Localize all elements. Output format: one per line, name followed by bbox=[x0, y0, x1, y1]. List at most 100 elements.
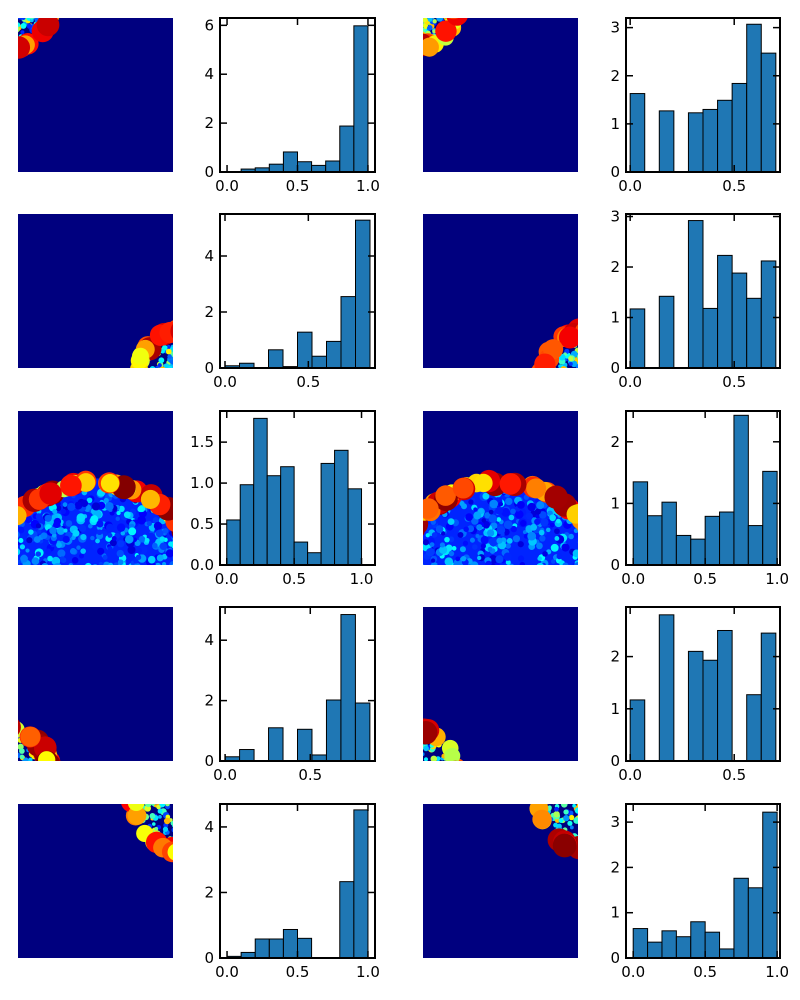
histogram-bar bbox=[647, 941, 663, 959]
heatmap-image bbox=[423, 18, 578, 172]
histogram-bar bbox=[746, 297, 762, 369]
histogram: 0.0 0.5 1.0 0 1 2 bbox=[610, 410, 789, 588]
histogram-bar bbox=[293, 541, 309, 566]
y-tick-label: 1 bbox=[610, 115, 620, 133]
histogram-bar bbox=[733, 877, 749, 959]
histogram-bar bbox=[717, 254, 733, 369]
histogram-bar bbox=[354, 702, 371, 762]
y-tick-label: 6 bbox=[204, 16, 214, 34]
histogram: 0.0 0.5 1.0 0 2 4 6 bbox=[204, 16, 379, 195]
histogram-bar bbox=[760, 52, 777, 173]
histogram-bar bbox=[297, 331, 313, 369]
y-tick-label: 0.5 bbox=[190, 515, 214, 533]
histogram-bar bbox=[731, 82, 748, 173]
y-tick-label: 2 bbox=[610, 433, 620, 451]
histogram-bar bbox=[746, 23, 762, 173]
y-tick-label: 2 bbox=[204, 692, 214, 710]
histogram: 0.0 0.5 0 2 4 bbox=[204, 606, 376, 784]
histogram-bar bbox=[658, 614, 675, 762]
histogram: 0.0 0.5 0 1 2 bbox=[610, 606, 781, 784]
histogram-bar bbox=[226, 519, 241, 566]
x-tick-label: 0.0 bbox=[215, 963, 239, 981]
histogram-bar bbox=[661, 930, 677, 959]
y-tick-label: 0 bbox=[610, 752, 620, 770]
histogram-bar bbox=[675, 936, 692, 959]
histogram-bar bbox=[311, 355, 327, 369]
heatmap-background bbox=[18, 18, 173, 172]
x-tick-label: 0.5 bbox=[722, 177, 746, 195]
y-tick-label: 3 bbox=[610, 208, 620, 226]
histogram-bar bbox=[239, 484, 255, 566]
y-tick-label: 4 bbox=[204, 247, 214, 265]
y-tick-label: 2 bbox=[610, 258, 620, 276]
histogram: 0.0 0.5 0 1 2 3 bbox=[610, 208, 781, 391]
axes-frame bbox=[625, 213, 781, 369]
histogram: 0.0 0.5 1.0 0 2 4 bbox=[204, 803, 380, 981]
histogram-bar bbox=[704, 515, 721, 566]
axes-frame bbox=[625, 803, 781, 959]
x-tick-label: 1.0 bbox=[765, 570, 789, 588]
y-tick-label: 1 bbox=[610, 700, 620, 718]
histogram-bar bbox=[280, 466, 295, 566]
x-tick-label: 0.5 bbox=[722, 373, 746, 391]
histogram-bar bbox=[340, 296, 356, 369]
x-tick-label: 0.0 bbox=[215, 570, 239, 588]
x-tick-label: 0.5 bbox=[286, 963, 310, 981]
histogram-bar bbox=[762, 470, 778, 566]
y-tick-label: 2 bbox=[610, 67, 620, 85]
x-tick-label: 1.0 bbox=[765, 963, 789, 981]
histogram-bar bbox=[268, 349, 284, 369]
x-tick-label: 0.5 bbox=[693, 963, 717, 981]
y-tick-label: 1.0 bbox=[190, 474, 214, 492]
y-tick-label: 0 bbox=[610, 949, 620, 967]
heatmap-background bbox=[423, 804, 578, 958]
histogram-bar bbox=[297, 161, 313, 173]
y-tick-label: 3 bbox=[610, 813, 620, 831]
x-tick-label: 0.0 bbox=[621, 963, 645, 981]
histogram-bar bbox=[326, 340, 342, 369]
histogram-bar bbox=[719, 511, 735, 566]
y-tick-label: 1 bbox=[610, 494, 620, 512]
heatmap-image bbox=[423, 804, 578, 958]
histogram-bar bbox=[268, 727, 284, 762]
histogram-bar bbox=[307, 552, 322, 566]
histogram-bar bbox=[702, 659, 719, 762]
x-tick-label: 0.0 bbox=[618, 177, 642, 195]
histogram-bar bbox=[340, 614, 356, 762]
heatmap-image bbox=[18, 804, 173, 958]
histogram-bar bbox=[661, 501, 677, 566]
axes-frame bbox=[219, 410, 376, 566]
histogram-bar bbox=[353, 809, 369, 959]
histogram-bar bbox=[266, 475, 282, 566]
x-tick-label: 0.0 bbox=[213, 766, 237, 784]
y-tick-label: 2 bbox=[204, 114, 214, 132]
histogram-bar bbox=[690, 538, 706, 566]
x-tick-label: 0.0 bbox=[621, 570, 645, 588]
histogram-bar bbox=[297, 937, 313, 959]
histogram: 0.0 0.5 0 2 4 bbox=[204, 213, 376, 391]
axes-frame bbox=[625, 17, 781, 173]
histogram-bar bbox=[353, 25, 369, 173]
x-tick-label: 0.5 bbox=[286, 177, 310, 195]
histogram-bar bbox=[339, 881, 355, 959]
histogram-bar bbox=[632, 928, 649, 959]
heatmap-background bbox=[423, 607, 578, 761]
histogram-bar bbox=[747, 887, 764, 959]
y-tick-label: 3 bbox=[610, 19, 620, 37]
histogram: 0.0 0.5 0 1 2 3 bbox=[610, 17, 781, 195]
y-tick-label: 0 bbox=[204, 949, 214, 967]
x-tick-label: 0.0 bbox=[618, 373, 642, 391]
histogram-bar bbox=[325, 699, 342, 762]
y-tick-label: 1.5 bbox=[190, 433, 214, 451]
histogram-bar bbox=[702, 307, 719, 369]
histogram-bar bbox=[747, 525, 764, 566]
histogram-bar bbox=[658, 110, 675, 173]
axes-frame bbox=[625, 410, 781, 566]
histogram-bar bbox=[760, 632, 777, 762]
x-tick-label: 0.0 bbox=[213, 373, 237, 391]
histogram-bar bbox=[687, 650, 704, 762]
axes-frame bbox=[625, 606, 781, 762]
x-tick-label: 0.0 bbox=[618, 766, 642, 784]
x-tick-label: 0.5 bbox=[693, 570, 717, 588]
